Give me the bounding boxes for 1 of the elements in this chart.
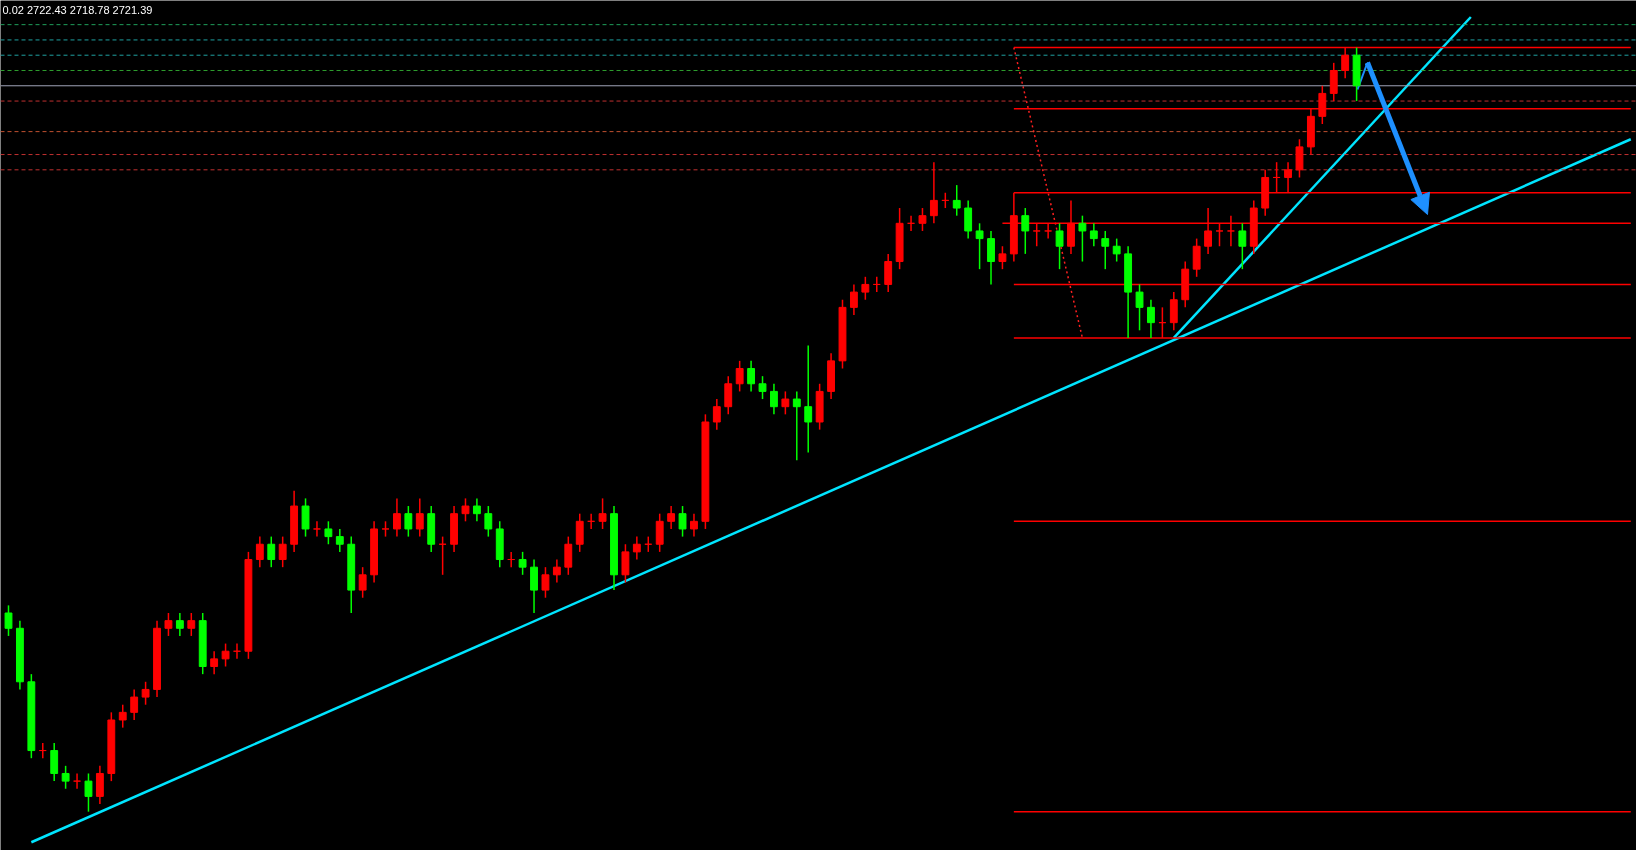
text: 0.02 2722.43 2718.78 2721.39: [2, 3, 153, 16]
